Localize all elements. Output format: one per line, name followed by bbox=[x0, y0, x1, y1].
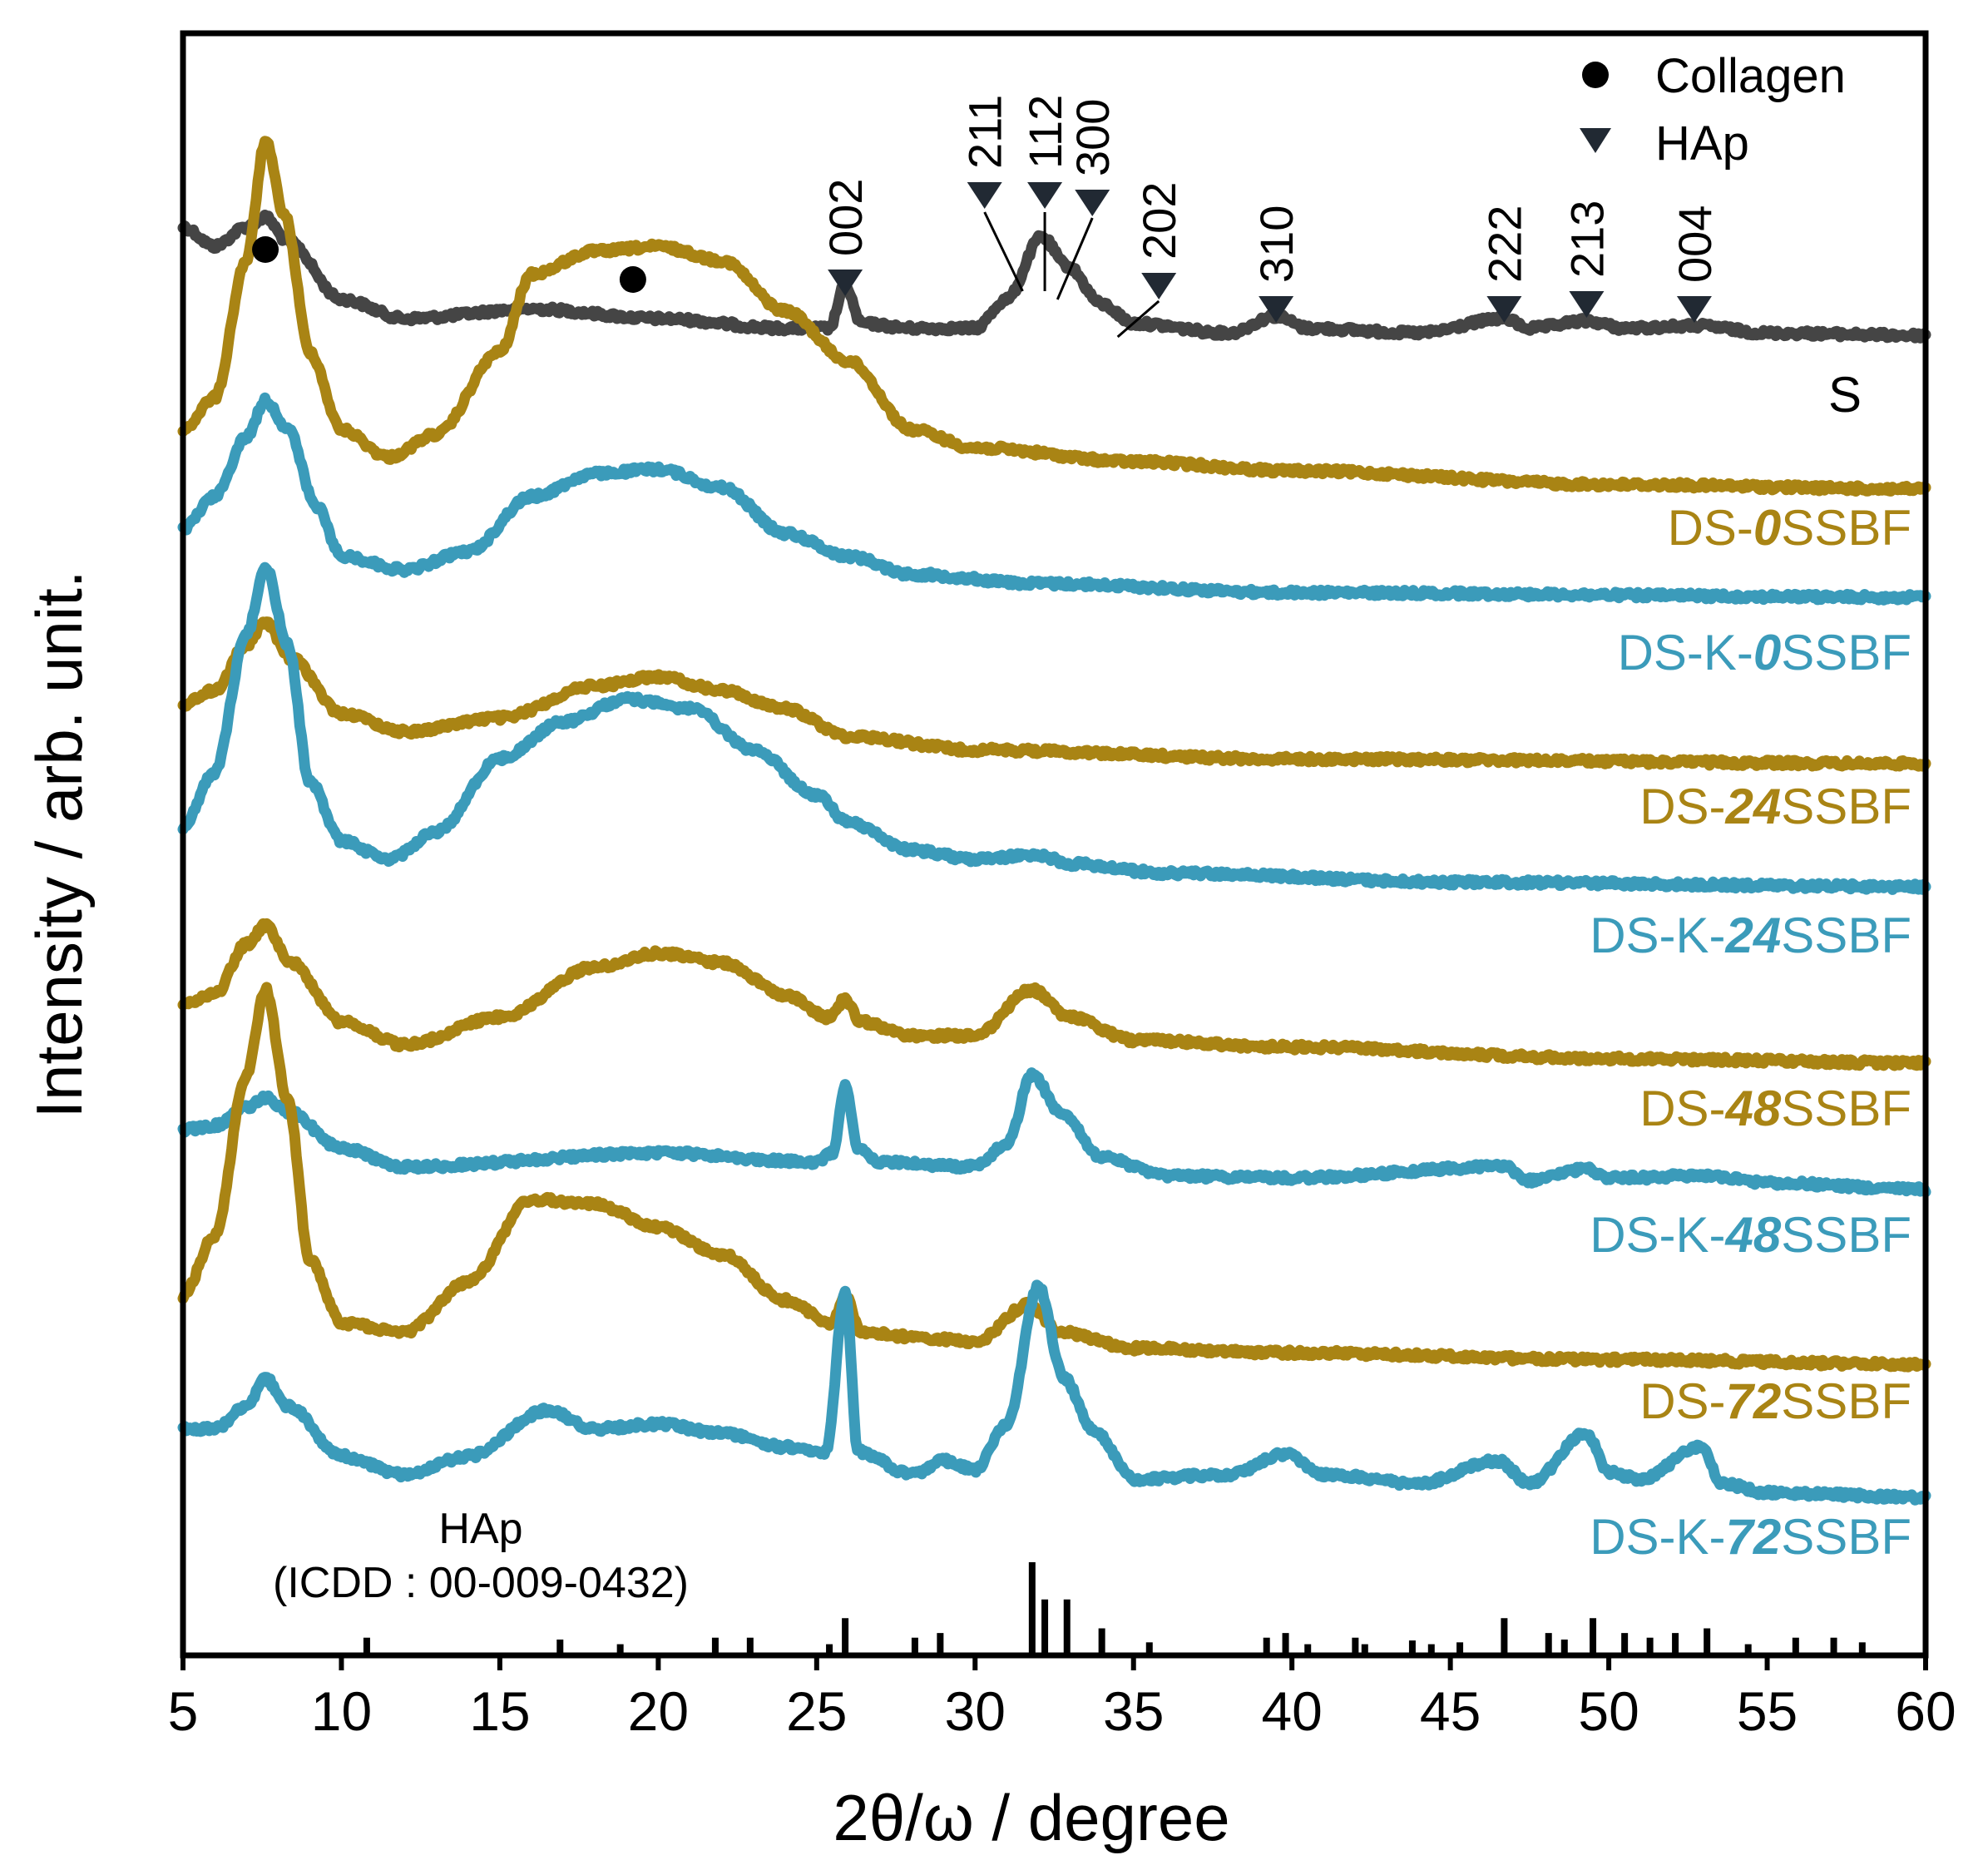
hap-peak-label-213: 213 bbox=[1560, 200, 1613, 278]
series-line-ds-48ssbf bbox=[177, 918, 1931, 1071]
series-label-hours: 24 bbox=[1725, 779, 1782, 834]
peak-leader-line bbox=[1056, 217, 1094, 300]
series-label-ds-0ssbf: DS-0SSBF bbox=[1668, 500, 1911, 556]
series-label-prefix: DS-K- bbox=[1590, 908, 1725, 963]
hap-peak-marker-300 bbox=[1075, 190, 1110, 216]
x-axis-ticks: 5 10 15 20 25 30 35 40 45 50 55 60 bbox=[168, 1655, 1956, 1742]
series-label-hours: 72 bbox=[1726, 1373, 1782, 1429]
collagen-peak-marker bbox=[252, 236, 279, 263]
series-group bbox=[177, 136, 1931, 1506]
series-labels: SDS-0SSBFDS-K-0SSBFDS-24SSBFDS-K-24SSBFD… bbox=[1590, 367, 1911, 1565]
x-tick-label: 50 bbox=[1578, 1680, 1639, 1742]
series-label-suffix: SSBF bbox=[1781, 1373, 1911, 1429]
hap-peak-marker-222 bbox=[1486, 296, 1522, 323]
x-tick-label: 15 bbox=[469, 1680, 530, 1742]
legend-collagen-marker bbox=[1582, 62, 1609, 88]
series-label-suffix: S bbox=[1828, 367, 1862, 423]
hap-peak-label-112: 112 bbox=[1019, 95, 1071, 169]
hap-peak-label-222: 222 bbox=[1478, 205, 1531, 283]
plot-frame bbox=[180, 30, 1929, 1659]
legend: Collagen HAp bbox=[1580, 49, 1846, 171]
series-label-s: S bbox=[1828, 367, 1862, 423]
hap-peak-marker-002 bbox=[828, 270, 863, 296]
hap-peak-marker-004 bbox=[1676, 296, 1712, 323]
reference-name: HAp bbox=[438, 1505, 522, 1553]
x-tick-label: 5 bbox=[168, 1680, 199, 1742]
series-label-suffix: SSBF bbox=[1781, 908, 1911, 963]
series-label-prefix: DS- bbox=[1639, 1081, 1725, 1136]
series-label-ds-k-48ssbf: DS-K-48SSBF bbox=[1590, 1207, 1911, 1263]
series-label-hours: 48 bbox=[1725, 1207, 1782, 1263]
hap-peak-label-211: 211 bbox=[959, 95, 1011, 169]
x-tick-label: 10 bbox=[311, 1680, 372, 1742]
series-label-suffix: SSBF bbox=[1781, 1509, 1911, 1565]
legend-collagen-label: Collagen bbox=[1655, 49, 1846, 103]
series-line-ds-0ssbf bbox=[177, 136, 1931, 497]
series-label-ds-k-24ssbf: DS-K-24SSBF bbox=[1590, 908, 1911, 963]
collagen-peak-marker bbox=[619, 266, 646, 293]
y-axis-title: Intensity / arb. unit. bbox=[22, 570, 96, 1118]
series-label-prefix: DS- bbox=[1639, 779, 1725, 834]
peak-leader-line bbox=[983, 211, 1024, 292]
series-label-prefix: DS- bbox=[1639, 1373, 1725, 1429]
series-label-prefix: DS-K- bbox=[1590, 1509, 1725, 1565]
hap-peak-marker-213 bbox=[1569, 291, 1605, 318]
x-tick-label: 20 bbox=[628, 1680, 689, 1742]
series-label-suffix: SSBF bbox=[1781, 1207, 1911, 1263]
series-label-ds-72ssbf: DS-72SSBF bbox=[1639, 1373, 1911, 1429]
x-axis-title: 2θ/ω / degree bbox=[833, 1781, 1229, 1854]
x-tick-label: 45 bbox=[1420, 1680, 1481, 1742]
series-label-hours: 0 bbox=[1753, 625, 1781, 680]
legend-hap-marker bbox=[1580, 128, 1611, 153]
series-line-ds-24ssbf bbox=[177, 616, 1931, 772]
x-tick-label: 40 bbox=[1261, 1680, 1322, 1742]
hap-peak-label-004: 004 bbox=[1669, 205, 1721, 283]
hap-peak-label-202: 202 bbox=[1133, 182, 1185, 260]
series-label-hours: 48 bbox=[1725, 1081, 1782, 1136]
series-label-suffix: SSBF bbox=[1781, 625, 1911, 680]
series-line-ds-k-72ssbf bbox=[177, 1279, 1931, 1506]
series-label-suffix: SSBF bbox=[1781, 500, 1911, 556]
series-label-prefix: DS-K- bbox=[1618, 625, 1753, 680]
reference-source: (ICDD : 00-009-0432) bbox=[273, 1559, 689, 1607]
series-label-suffix: SSBF bbox=[1781, 779, 1911, 834]
series-label-prefix: DS- bbox=[1668, 500, 1753, 556]
series-line-s bbox=[177, 210, 1931, 344]
hap-peak-marker-310 bbox=[1259, 296, 1294, 323]
hap-peak-marker-112 bbox=[1027, 182, 1063, 209]
series-line-ds-k-48ssbf bbox=[177, 1067, 1931, 1198]
hap-peak-label-300: 300 bbox=[1066, 99, 1119, 176]
x-tick-label: 25 bbox=[786, 1680, 847, 1742]
series-label-suffix: SSBF bbox=[1781, 1081, 1911, 1136]
hap-peak-marker-211 bbox=[967, 182, 1002, 209]
series-label-ds-k-72ssbf: DS-K-72SSBF bbox=[1590, 1509, 1911, 1565]
series-label-ds-48ssbf: DS-48SSBF bbox=[1639, 1081, 1911, 1136]
series-label-ds-24ssbf: DS-24SSBF bbox=[1639, 779, 1911, 834]
series-label-ds-k-0ssbf: DS-K-0SSBF bbox=[1618, 625, 1911, 680]
hap-reference-pattern: HAp (ICDD : 00-009-0432) bbox=[273, 1505, 1866, 1655]
x-tick-label: 35 bbox=[1103, 1680, 1164, 1742]
series-label-hours: 24 bbox=[1725, 908, 1782, 963]
hap-peak-marker-202 bbox=[1141, 273, 1177, 299]
x-tick-label: 30 bbox=[945, 1680, 1006, 1742]
series-line-ds-k-24ssbf bbox=[177, 561, 1931, 895]
hap-peak-label-002: 002 bbox=[819, 179, 872, 256]
x-tick-label: 55 bbox=[1737, 1680, 1798, 1742]
hap-peak-label-310: 310 bbox=[1250, 205, 1303, 283]
series-line-ds-k-0ssbf bbox=[177, 392, 1931, 606]
x-tick-label: 60 bbox=[1895, 1680, 1956, 1742]
legend-hap-label: HAp bbox=[1655, 116, 1749, 171]
series-label-prefix: DS-K- bbox=[1590, 1207, 1725, 1263]
peak-leader-line bbox=[1116, 299, 1160, 339]
series-label-hours: 0 bbox=[1753, 500, 1781, 556]
series-label-hours: 72 bbox=[1726, 1509, 1782, 1565]
